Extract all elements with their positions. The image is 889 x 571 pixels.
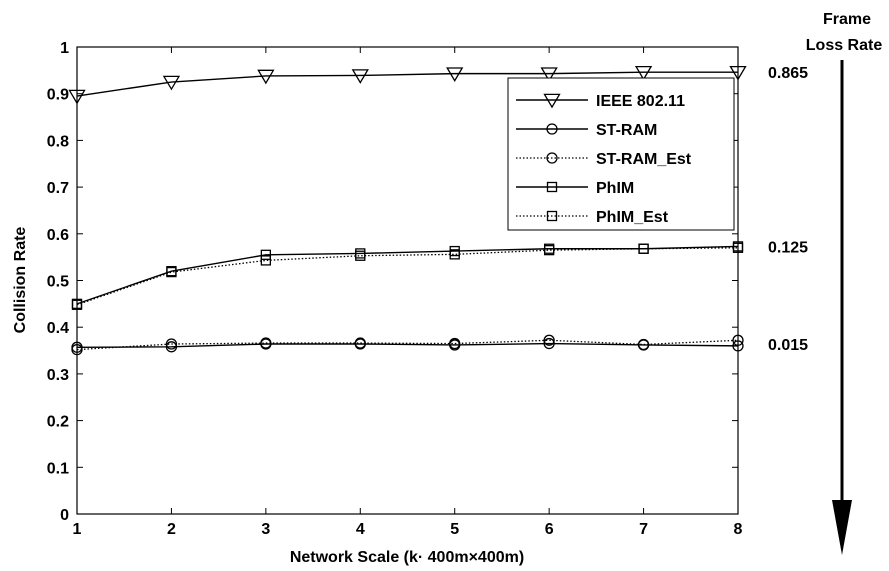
series-group (68, 65, 747, 356)
series-4-point-5 (543, 244, 555, 256)
y-tick-label-8: 0.8 (47, 133, 69, 150)
series-4-point-4 (449, 249, 460, 260)
series-4 (71, 242, 744, 310)
series-0-point-6 (634, 65, 653, 81)
x-tick-label-7: 8 (734, 521, 743, 538)
frame-loss-value-2: 0.015 (768, 337, 808, 354)
series-4-point-3 (355, 250, 366, 261)
frame-loss-title-line2: Loss Rate (806, 37, 883, 54)
y-tick-label-9: 0.9 (47, 87, 69, 104)
legend-label-0: IEEE 802.11 (596, 93, 685, 110)
y-tick-label-0: 0 (60, 507, 69, 524)
legend-marker-0 (543, 93, 561, 109)
series-line-4 (76, 247, 739, 306)
y-tick-label-3: 0.3 (47, 367, 69, 384)
series-2-point-5 (543, 334, 555, 346)
series-0-point-7 (729, 65, 747, 81)
series-3-point-2 (260, 249, 272, 260)
legend-label-3: PhIM (596, 180, 634, 197)
series-line-1 (76, 342, 739, 348)
frame-loss-value-0: 0.865 (768, 65, 808, 82)
series-2-point-4 (449, 337, 461, 350)
legend-marker-1 (546, 123, 558, 135)
series-0-point-2 (257, 69, 275, 85)
series-0-point-4 (446, 67, 464, 83)
x-axis-ticks: 1 2 3 4 5 6 7 8 (73, 47, 743, 538)
series-1-point-7 (732, 340, 744, 352)
series-line-0 (76, 71, 738, 97)
y-tick-label-6: 0.6 (47, 227, 69, 244)
series-0-point-5 (540, 67, 558, 83)
frame-loss-value-1: 0.125 (768, 239, 808, 256)
series-2-point-1 (165, 338, 178, 350)
legend: IEEE 802.11 ST-RAM ST-RAM_Est PhIM PhIM_Est (507, 77, 735, 231)
legend-marker-3 (546, 181, 558, 193)
series-0-point-0 (68, 89, 86, 105)
x-tick-label-4: 5 (450, 521, 459, 538)
frame-loss-title-line1: Frame (823, 11, 871, 28)
x-tick-label-5: 6 (545, 521, 554, 538)
series-1-point-5 (543, 337, 555, 350)
series-0-point-1 (162, 75, 181, 91)
legend-marker-2 (546, 152, 558, 164)
y-axis-label: Collision Rate (12, 227, 29, 334)
y-tick-label-2: 0.2 (47, 414, 69, 431)
legend-items: IEEE 802.11 ST-RAM ST-RAM_Est PhIM PhIM_Est (516, 93, 692, 226)
x-tick-label-2: 3 (261, 521, 270, 538)
legend-box (507, 77, 735, 231)
series-4-point-1 (166, 266, 177, 278)
y-tick-label-1: 0.1 (47, 460, 69, 477)
x-tick-label-6: 7 (639, 521, 648, 538)
legend-label-4: PhIM_Est (596, 209, 669, 226)
series-2-point-7 (732, 334, 744, 346)
series-4-point-6 (638, 243, 649, 254)
legend-marker-4 (546, 210, 558, 222)
legend-label-1: ST-RAM (596, 122, 657, 139)
y-tick-label-5: 0.5 (47, 274, 69, 291)
x-tick-label-1: 2 (167, 521, 176, 538)
legend-label-2: ST-RAM_Est (596, 151, 692, 168)
series-4-point-7 (732, 242, 744, 253)
series-1-point-1 (165, 341, 178, 353)
x-axis-label: Network Scale (k· 400m×400m) (290, 549, 524, 566)
frame-loss-indicator: Frame Loss Rate (806, 11, 883, 555)
y-axis-ticks: 0 0.1 0.2 0.3 0.4 0.5 0.6 0.7 0.8 0.9 1 (47, 40, 738, 524)
y-tick-label-4: 0.4 (47, 320, 69, 337)
x-tick-label-3: 4 (356, 521, 365, 538)
x-tick-label-0: 1 (73, 521, 82, 538)
series-4-point-0 (71, 299, 83, 310)
series-2-point-3 (354, 337, 366, 349)
series-4-point-2 (260, 255, 272, 266)
series-2-point-0 (71, 343, 83, 356)
frame-loss-annotations: 0.865 0.125 0.015 (768, 65, 808, 354)
y-tick-label-10: 1 (60, 40, 69, 57)
y-tick-label-7: 0.7 (47, 180, 69, 197)
series-2-point-2 (260, 337, 272, 349)
series-2 (71, 334, 744, 356)
frame-loss-arrow-head (832, 500, 852, 555)
series-0-point-3 (351, 69, 369, 84)
series-0 (68, 65, 747, 105)
series-2-point-6 (637, 338, 650, 351)
